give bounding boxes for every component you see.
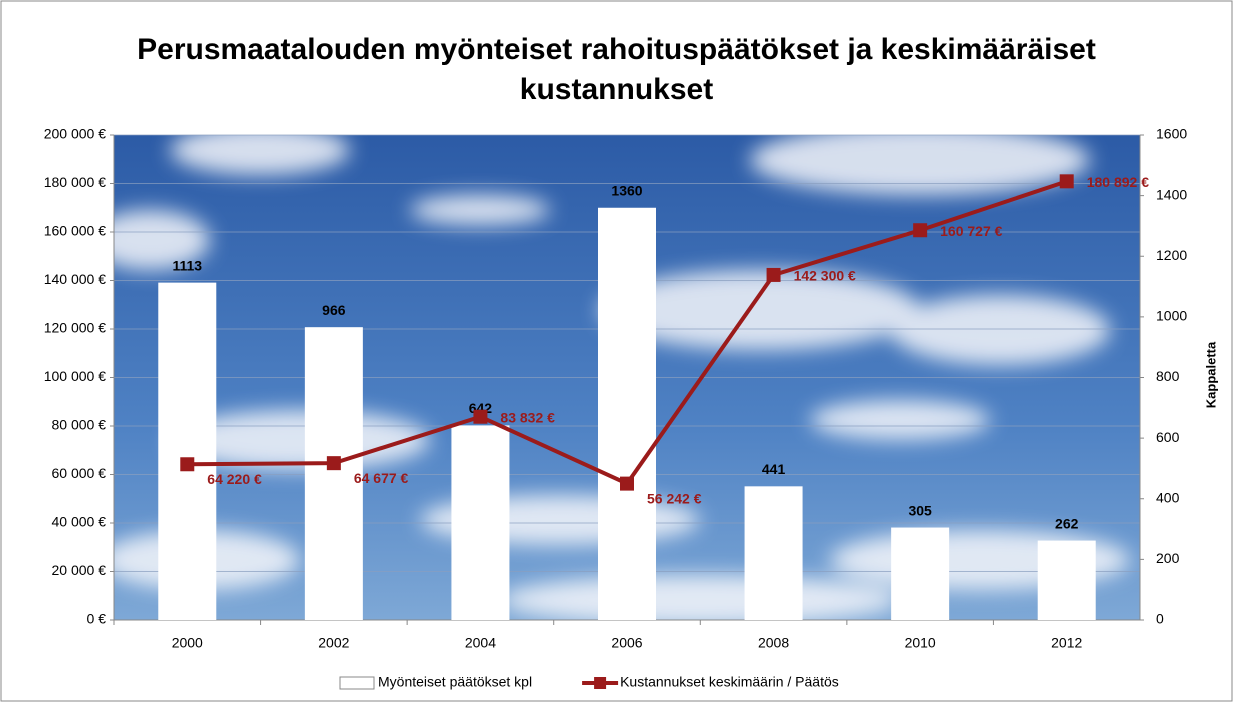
line-value-label: 180 892 € <box>1087 174 1149 190</box>
y-tick-label: 100 000 € <box>44 368 106 384</box>
bar <box>451 425 510 620</box>
y-tick-label: 160 000 € <box>44 223 106 239</box>
x-tick-label: 2002 <box>318 635 349 651</box>
bar <box>1037 540 1096 620</box>
bar <box>304 327 363 620</box>
legend-swatch <box>594 677 607 689</box>
bar <box>158 282 217 620</box>
y-tick-label: 140 000 € <box>44 271 106 287</box>
bar-value-label: 966 <box>322 302 346 318</box>
y2-tick-label: 1400 <box>1156 186 1187 202</box>
y-tick-label: 40 000 € <box>52 514 107 530</box>
line-marker <box>913 223 928 238</box>
x-tick-label: 2004 <box>465 635 496 651</box>
bar <box>891 527 950 620</box>
y-tick-label: 80 000 € <box>52 417 107 433</box>
legend-swatch <box>339 676 375 690</box>
chart-title: Perusmaatalouden myönteiset rahoituspäät… <box>137 33 1096 106</box>
y2-tick-label: 600 <box>1156 429 1180 445</box>
y-tick-label: 20 000 € <box>52 562 107 578</box>
y2-tick-label: 400 <box>1156 489 1180 505</box>
line-value-label: 160 727 € <box>940 223 1002 239</box>
bar-value-label: 1360 <box>611 182 642 198</box>
bar <box>744 486 803 620</box>
y2-tick-label: 200 <box>1156 550 1180 566</box>
x-tick-label: 2000 <box>172 635 203 651</box>
line-value-label: 64 677 € <box>354 470 409 486</box>
bar-value-label: 441 <box>762 461 786 477</box>
line-marker <box>766 267 781 282</box>
y2-tick-label: 800 <box>1156 368 1180 384</box>
y2-tick-label: 0 <box>1156 611 1164 627</box>
y-tick-label: 60 000 € <box>52 465 107 481</box>
line-marker <box>620 476 634 491</box>
bar-value-label: 305 <box>908 502 932 518</box>
line-marker <box>180 457 195 472</box>
y2-tick-label: 1000 <box>1156 308 1187 324</box>
y2-axis-label: Kappaletta <box>1203 341 1218 408</box>
y-tick-label: 200 000 € <box>44 126 106 142</box>
y2-tick-label: 1600 <box>1156 126 1187 142</box>
bar-value-label: 1113 <box>172 257 202 273</box>
line-marker <box>473 409 488 424</box>
bar <box>598 207 656 620</box>
y2-tick-label: 1200 <box>1156 247 1187 263</box>
line-value-label: 83 832 € <box>500 409 555 425</box>
x-tick-label: 2012 <box>1051 635 1082 651</box>
line-value-label: 64 220 € <box>207 471 262 487</box>
line-marker <box>1059 174 1074 189</box>
line-marker <box>326 456 341 471</box>
y-tick-label: 120 000 € <box>44 320 106 336</box>
x-tick-label: 2010 <box>905 635 936 651</box>
y-tick-label: 180 000 € <box>44 174 106 190</box>
x-tick-label: 2008 <box>758 635 789 651</box>
line-value-label: 56 242 € <box>647 490 702 506</box>
legend-label: Myönteiset päätökset kpl <box>378 674 532 690</box>
bar-value-label: 262 <box>1055 515 1079 531</box>
y-tick-label: 0 € <box>87 611 107 627</box>
legend-label: Kustannukset keskimäärin / Päätös <box>620 674 839 690</box>
line-value-label: 142 300 € <box>794 268 856 284</box>
x-tick-label: 2006 <box>611 635 642 651</box>
